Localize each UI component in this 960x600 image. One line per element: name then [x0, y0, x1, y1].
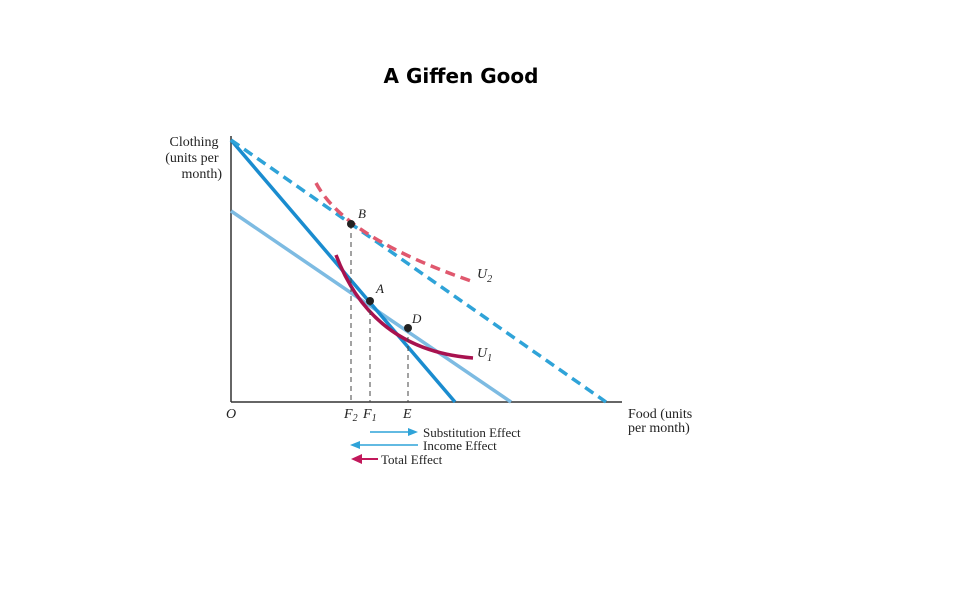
x-axis-label-line-1: Food (units — [628, 407, 692, 422]
arrowhead-income — [350, 441, 360, 449]
legend-total-label: Total Effect — [381, 452, 443, 467]
x-axis-label: Food (units per month) — [628, 407, 696, 436]
u2-label: U2 — [477, 267, 492, 285]
budget-line-new — [229, 138, 608, 404]
tick-e: E — [402, 407, 412, 422]
arrowhead-total — [351, 454, 362, 464]
point-d — [404, 324, 412, 332]
point-b-label: B — [358, 206, 366, 221]
legend-income-label: Income Effect — [423, 438, 497, 453]
point-b — [347, 220, 355, 228]
legend-substitution-label: Substitution Effect — [423, 425, 521, 440]
y-axis-label-line-2: (units per — [165, 151, 219, 166]
u1-label: U1 — [477, 346, 492, 364]
x-axis-label-line-2: per month) — [628, 421, 690, 436]
legend-total: Total Effect — [351, 452, 443, 467]
legend-income: Income Effect — [350, 438, 497, 453]
y-axis-label-line-1: Clothing — [169, 135, 218, 150]
tick-f1: F1 — [362, 407, 377, 424]
legend-substitution: Substitution Effect — [370, 425, 521, 440]
slide-title: A Giffen Good — [383, 64, 539, 88]
arrowhead-substitution — [408, 428, 418, 436]
budget-line-parallel — [230, 209, 512, 404]
origin-label: O — [226, 407, 236, 422]
tick-f2: F2 — [343, 407, 358, 424]
point-a — [366, 297, 374, 305]
y-axis-label: Clothing (units per month) — [165, 135, 222, 182]
indifference-curve-u1 — [334, 254, 474, 360]
point-d-label: D — [411, 311, 422, 326]
point-a-label: A — [375, 281, 384, 296]
y-axis-label-line-3: month) — [182, 167, 223, 182]
